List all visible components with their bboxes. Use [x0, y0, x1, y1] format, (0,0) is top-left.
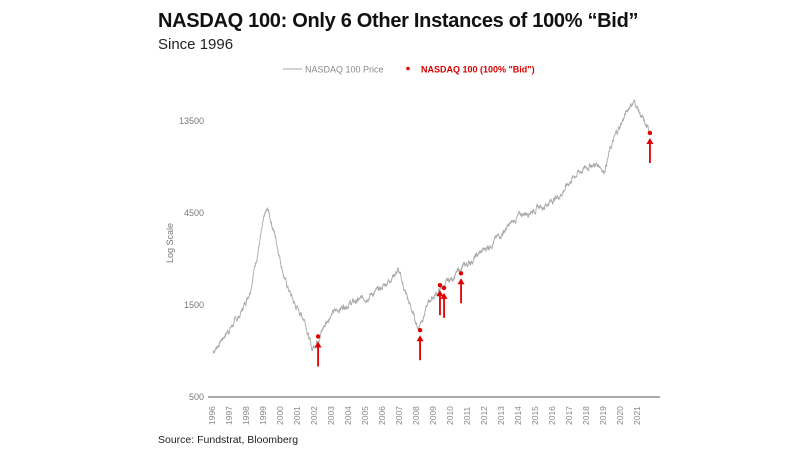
x-tick-label: 2008 [411, 406, 421, 425]
legend-bid-swatch [406, 66, 410, 71]
x-tick-label: 1998 [241, 406, 251, 425]
x-tick-label: 2011 [462, 406, 472, 425]
x-tick-label: 2000 [275, 406, 285, 425]
x-tick-label: 1999 [258, 406, 268, 425]
legend-price-label: NASDAQ 100 Price [305, 65, 384, 75]
legend-bid-label: NASDAQ 100 (100% "Bid") [421, 65, 535, 75]
x-tick-label: 2006 [377, 406, 387, 425]
arrow-up-icon [646, 137, 654, 144]
bid-point [437, 283, 443, 288]
y-tick-label: 4500 [184, 208, 204, 218]
arrow-up-icon [457, 278, 465, 285]
bid-point [441, 285, 447, 291]
source-note: Source: Fundstrat, Bloomberg [158, 434, 299, 446]
arrow-up-icon [440, 292, 448, 299]
x-tick-label: 2003 [326, 406, 336, 425]
x-tick-label: 2018 [581, 406, 591, 425]
bid-point [458, 271, 464, 276]
x-tick-label: 1997 [224, 406, 234, 425]
price-line [212, 98, 651, 354]
bid-point [647, 130, 653, 136]
chart-title: NASDAQ 100: Only 6 Other Instances of 10… [158, 10, 639, 32]
x-tick-label: 2001 [292, 406, 302, 425]
arrow-up-icon [416, 335, 424, 342]
x-tick-label: 2009 [428, 406, 438, 425]
y-axis-label: Log Scale [165, 223, 175, 263]
x-tick-label: 2019 [598, 406, 608, 425]
x-tick-label: 2013 [496, 406, 506, 425]
x-tick-label: 2017 [564, 406, 574, 425]
chart-subtitle: Since 1996 [158, 36, 234, 53]
x-tick-label: 2007 [394, 406, 404, 425]
x-tick-label: 2005 [360, 406, 370, 425]
x-tick-label: 2020 [615, 406, 625, 425]
bid-point [417, 328, 423, 333]
y-tick-label: 1500 [184, 300, 204, 310]
y-tick-label: 13500 [179, 116, 204, 126]
x-tick-label: 2014 [513, 406, 523, 425]
arrow-up-icon [314, 341, 322, 348]
x-tick-label: 2016 [547, 406, 557, 425]
x-tick-label: 2002 [309, 406, 319, 425]
bid-point [315, 334, 321, 339]
x-tick-label: 2015 [530, 406, 540, 425]
arrow-up-icon [436, 290, 444, 297]
x-tick-label: 2004 [343, 406, 353, 425]
x-tick-label: 1996 [207, 406, 217, 425]
y-tick-label: 500 [189, 392, 204, 402]
legend: NASDAQ 100 Price NASDAQ 100 (100% "Bid") [283, 65, 535, 75]
x-tick-label: 2012 [479, 406, 489, 425]
x-tick-label: 2010 [445, 406, 455, 425]
x-tick-label: 2021 [632, 406, 642, 425]
